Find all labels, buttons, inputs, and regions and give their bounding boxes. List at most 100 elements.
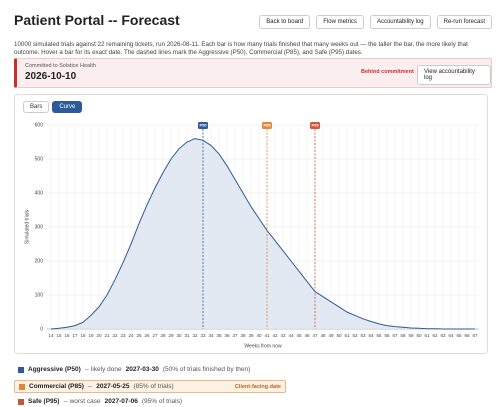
legend-swatch bbox=[19, 383, 25, 390]
curve-area bbox=[51, 138, 475, 329]
commitment-label: Committed to Solstice Health bbox=[25, 63, 96, 69]
legend-note: -- worst case bbox=[63, 398, 101, 405]
y-tick-label: 600 bbox=[35, 122, 44, 128]
x-tick-label: 59 bbox=[408, 333, 414, 338]
description: 10000 simulated trials against 22 remain… bbox=[14, 41, 468, 56]
percentile-badge bbox=[310, 122, 320, 129]
toggle-button[interactable]: Curve bbox=[52, 101, 83, 113]
x-tick-label: 22 bbox=[112, 333, 118, 338]
percentile-label: P85 bbox=[263, 123, 271, 128]
x-tick-label: 29 bbox=[168, 333, 174, 338]
x-tick-label: 14 bbox=[48, 333, 54, 338]
x-tick-label: 15 bbox=[56, 333, 62, 338]
x-tick-label: 44 bbox=[288, 333, 294, 338]
x-axis-label: Weeks from now bbox=[244, 343, 282, 349]
x-tick-label: 61 bbox=[424, 333, 430, 338]
accountability-button[interactable]: View accountability log bbox=[417, 65, 491, 85]
x-tick-label: 58 bbox=[400, 333, 406, 338]
header-button[interactable]: Flow metrics bbox=[316, 15, 364, 29]
x-tick-label: 16 bbox=[64, 333, 70, 338]
legend-name: Safe (P95) bbox=[28, 398, 60, 405]
legend-detail: (85% of trials) bbox=[133, 383, 174, 390]
x-tick-label: 35 bbox=[216, 333, 222, 338]
x-tick-label: 21 bbox=[104, 333, 110, 338]
y-tick-label: 400 bbox=[35, 190, 44, 196]
x-tick-label: 66 bbox=[464, 333, 470, 338]
header-button[interactable]: Re-run forecast bbox=[436, 15, 492, 29]
x-tick-label: 33 bbox=[200, 333, 206, 338]
y-tick-label: 500 bbox=[35, 156, 44, 162]
x-tick-label: 46 bbox=[304, 333, 310, 338]
x-tick-label: 24 bbox=[128, 333, 134, 338]
legend-detail: (95% of trials) bbox=[141, 398, 182, 405]
x-tick-label: 39 bbox=[248, 333, 254, 338]
percentile-label: P95 bbox=[311, 123, 319, 128]
x-tick-label: 54 bbox=[368, 333, 374, 338]
x-tick-label: 42 bbox=[272, 333, 278, 338]
y-tick-label: 200 bbox=[35, 258, 44, 264]
x-tick-label: 48 bbox=[320, 333, 326, 338]
legend-note: -- likely done bbox=[84, 366, 122, 373]
legend-item: Commercial (P85) -- 2027-05-25 (85% of tria… bbox=[14, 380, 286, 393]
legend-date: 2027-07-06 bbox=[104, 398, 138, 405]
x-tick-label: 49 bbox=[328, 333, 334, 338]
legend-swatch bbox=[18, 398, 24, 405]
legend-name: Commercial (P85) bbox=[29, 383, 84, 390]
x-tick-label: 62 bbox=[432, 333, 438, 338]
x-tick-label: 38 bbox=[240, 333, 246, 338]
toggle-button[interactable]: Bars bbox=[23, 101, 50, 113]
x-tick-label: 50 bbox=[336, 333, 342, 338]
x-tick-label: 23 bbox=[120, 333, 126, 338]
x-tick-label: 26 bbox=[144, 333, 150, 338]
commitment-date: 2026-10-10 bbox=[25, 71, 77, 82]
header-button[interactable]: Back to board bbox=[259, 15, 311, 29]
legend-date: 2027-05-25 bbox=[96, 383, 130, 390]
percentile-label: P50 bbox=[199, 123, 207, 128]
x-tick-label: 37 bbox=[232, 333, 238, 338]
y-tick-label: 100 bbox=[35, 292, 44, 298]
percentile-badge bbox=[198, 122, 208, 129]
x-tick-label: 65 bbox=[456, 333, 462, 338]
x-tick-label: 27 bbox=[152, 333, 158, 338]
x-tick-label: 55 bbox=[376, 333, 382, 338]
x-tick-label: 53 bbox=[360, 333, 366, 338]
x-tick-label: 60 bbox=[416, 333, 422, 338]
commitment-status: Behind commitment bbox=[361, 69, 414, 75]
x-tick-label: 34 bbox=[208, 333, 214, 338]
curve-line bbox=[50, 138, 475, 330]
x-tick-label: 32 bbox=[192, 333, 198, 338]
y-tick-label: 300 bbox=[35, 224, 44, 230]
commitment-banner: Committed to Solstice Health 2026-10-10 … bbox=[14, 58, 492, 88]
x-tick-label: 31 bbox=[184, 333, 190, 338]
x-tick-label: 18 bbox=[80, 333, 86, 338]
y-tick-label: 0 bbox=[40, 326, 43, 332]
x-tick-label: 19 bbox=[88, 333, 94, 338]
x-tick-label: 30 bbox=[176, 333, 182, 338]
legend-note: -- bbox=[87, 383, 93, 390]
x-tick-label: 17 bbox=[72, 333, 78, 338]
x-tick-label: 56 bbox=[384, 333, 390, 338]
chart-panel: Bars Curve 0 100 200 300 400 500 600 14 15 16 17 18 1… bbox=[14, 94, 488, 354]
legend-detail: (50% of trials finished by then) bbox=[162, 366, 251, 373]
x-tick-label: 40 bbox=[256, 333, 262, 338]
view-toggle: Bars Curve bbox=[23, 101, 83, 113]
x-tick-label: 43 bbox=[280, 333, 286, 338]
percentile-badge bbox=[262, 122, 272, 129]
x-tick-label: 51 bbox=[344, 333, 350, 338]
legend-item: Safe (P95) -- worst case 2027-07-06 (95% of… bbox=[14, 396, 186, 407]
x-tick-label: 63 bbox=[440, 333, 446, 338]
toolbar: Back to board Flow metrics Accountability … bbox=[259, 15, 492, 29]
legend-item: Aggressive (P50) -- likely done 2027-03-30… bbox=[14, 364, 254, 375]
x-tick-label: 64 bbox=[448, 333, 454, 338]
y-axis-label: Simulated trials bbox=[24, 209, 30, 244]
legend-tag: Client-facing date bbox=[234, 383, 281, 390]
x-tick-label: 20 bbox=[96, 333, 102, 338]
header-button[interactable]: Accountability log bbox=[369, 15, 431, 29]
x-tick-label: 36 bbox=[224, 333, 230, 338]
x-tick-label: 45 bbox=[296, 333, 302, 338]
legend-name: Aggressive (P50) bbox=[28, 366, 81, 373]
x-tick-label: 25 bbox=[136, 333, 142, 338]
x-tick-label: 67 bbox=[472, 333, 478, 338]
